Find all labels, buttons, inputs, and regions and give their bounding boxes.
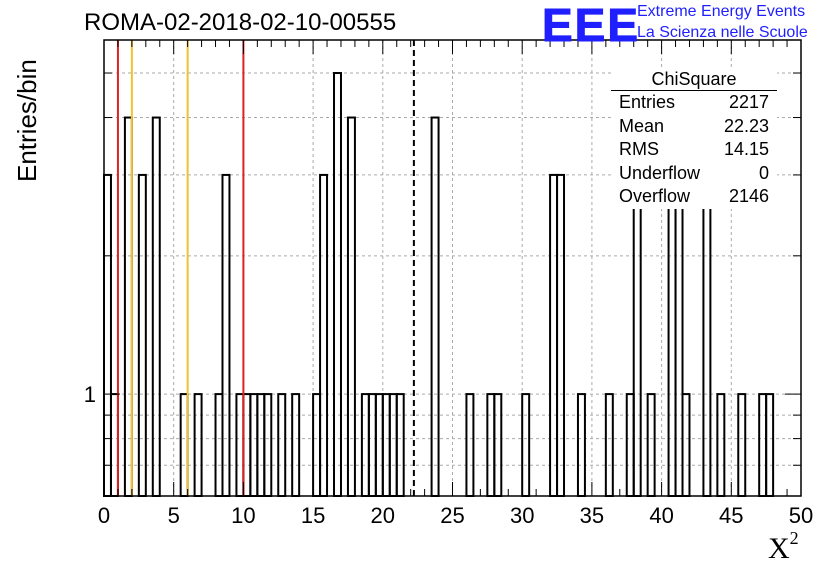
stats-value: 14.15 [723,139,769,159]
histogram-bar [737,393,747,498]
histogram-bar [625,393,635,498]
stats-label: RMS [619,139,659,159]
histogram-bar [667,173,677,497]
histogram-bar [319,173,329,497]
reference-lines [116,40,415,496]
histogram-bar [758,393,768,498]
y-axis-ticks: 1 [84,72,801,497]
stats-box: ChiSquare Entries 2217 Mean 22.23 RMS 14.15… [611,68,777,209]
histogram-bar [242,393,252,498]
x-tick-label: 45 [719,503,743,528]
x-tick-label: 35 [580,503,604,528]
histogram-bar [486,393,496,498]
histogram-bar [493,393,503,498]
histogram-bar [123,116,133,498]
stats-row-underflow: Underflow 0 [611,162,777,186]
logo-line1: Extreme Energy Events [637,3,806,20]
histogram-bar [103,173,112,497]
histogram-bar [702,173,712,497]
x-axis-label-superscript: 2 [789,528,799,548]
x-tick-label: 50 [789,503,813,528]
histogram-bar [137,173,147,497]
histogram-bar [716,393,726,498]
histogram-bar [430,116,440,498]
histogram-bar [291,393,301,498]
x-axis-label: X2 [768,528,799,566]
stats-label: Underflow [619,162,701,183]
histogram-bar [381,393,391,498]
histogram-bar [465,393,475,498]
stats-value: 0 [758,162,769,183]
x-tick-label: 30 [510,503,534,528]
y-axis-label: Entries/bin [12,59,42,182]
histogram-bar [549,173,559,497]
stats-row-overflow: Overflow 2146 [611,185,777,209]
histogram-bar [374,393,384,498]
histogram-bar [179,393,189,498]
stats-label: Mean [619,115,665,136]
x-tick-label: 40 [649,503,673,528]
histogram-bar [249,393,259,498]
histogram-bar [681,393,691,498]
histogram-bar [632,173,642,497]
stats-row-rms: RMS 14.15 [611,138,777,162]
x-axis-label-base: X [768,532,790,565]
stats-value: 2217 [728,92,769,112]
x-tick-label: 5 [168,503,180,528]
eee-logo: EEE [541,0,641,51]
stats-row-entries: Entries 2217 [611,91,777,115]
histogram-bar [556,173,566,497]
histogram-bar [346,116,356,498]
logo-line2: La Scienza nelle Scuole [637,24,808,41]
stats-value: 2146 [728,186,769,206]
histogram-bar [221,173,231,497]
histogram-bar [576,393,586,498]
histogram-bar [395,393,405,498]
histogram-bar [367,393,377,498]
histogram-bar [312,393,322,498]
stats-value: 22.23 [723,115,769,136]
histogram-bar [388,393,398,498]
histogram-bar [521,393,531,498]
y-tick-label: 1 [84,382,96,407]
histogram-bar [256,393,266,498]
x-tick-label: 25 [440,503,464,528]
histogram-bar [646,393,656,498]
histogram-bar [151,116,161,498]
stats-label: Overflow [619,186,691,206]
x-tick-label: 20 [371,503,395,528]
histogram-bar [235,393,245,498]
stats-row-mean: Mean 22.23 [611,115,777,139]
histogram-bar [109,393,119,498]
histogram-bar [263,393,273,498]
x-tick-label: 15 [301,503,325,528]
histogram-bar [277,393,287,498]
histogram-bar [333,72,342,498]
x-tick-label: 10 [231,503,255,528]
x-tick-label: 0 [98,503,110,528]
histogram-bar [604,393,614,498]
stats-label: Entries [619,92,676,112]
x-axis-ticks: 0 5 10 15 20 25 30 35 40 45 50 [98,40,813,528]
histogram-bar [214,393,224,498]
stats-title: ChiSquare [611,68,777,91]
histogram-bar [193,393,203,498]
histogram-bar [360,393,370,498]
histogram-bar [765,393,775,498]
chart-title: ROMA-02-2018-02-10-00555 [84,9,397,36]
